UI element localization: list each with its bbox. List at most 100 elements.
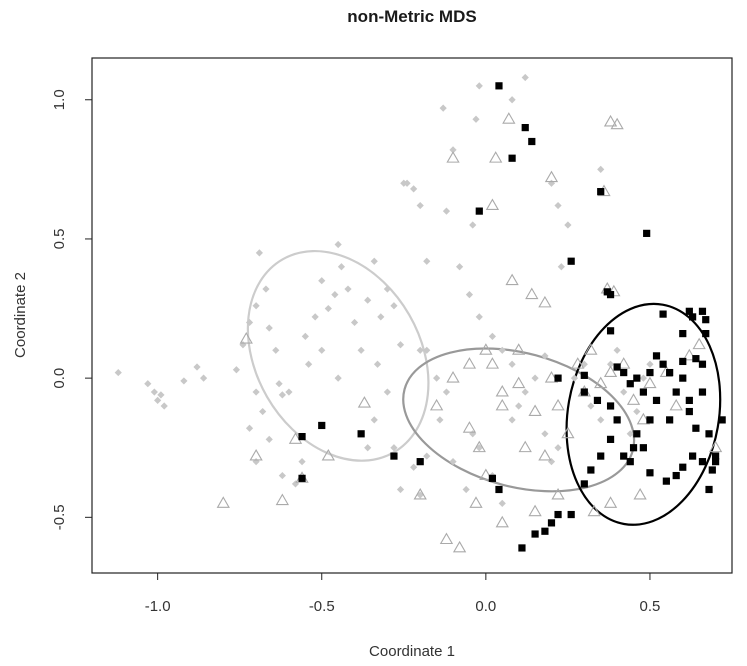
point-diamond (442, 207, 451, 215)
point-diamond (265, 435, 273, 443)
point-square (597, 452, 605, 460)
point-square (698, 307, 707, 315)
point-square (692, 424, 700, 432)
point-diamond (465, 291, 474, 299)
point-diamond (403, 179, 411, 187)
point-square (606, 402, 615, 410)
y-tick-label: 1.0 (51, 89, 68, 110)
point-square (692, 355, 700, 363)
point-square (606, 291, 615, 299)
point-diamond (498, 499, 506, 508)
point-diamond (416, 346, 424, 354)
point-diamond (245, 424, 254, 432)
point-triangle (485, 198, 500, 210)
point-square (711, 458, 720, 466)
point-diamond (318, 346, 326, 354)
point-diamond (580, 360, 588, 368)
point-triangle (603, 496, 618, 508)
point-diamond (364, 296, 372, 304)
point-square (508, 154, 516, 162)
point-triangle (603, 114, 618, 127)
point-square (488, 474, 497, 482)
point-diamond (144, 380, 152, 388)
point-triangle (610, 117, 624, 130)
point-diamond (626, 430, 634, 438)
point-square (633, 430, 641, 438)
point-square (613, 363, 621, 371)
point-diamond (410, 185, 418, 193)
point-diamond (396, 485, 405, 494)
point-square (666, 368, 674, 377)
point-triangle (239, 332, 253, 344)
point-triangle (505, 273, 519, 286)
point-triangle (551, 487, 565, 500)
point-diamond (114, 368, 122, 377)
point-triangle (216, 496, 230, 508)
point-diamond (475, 82, 483, 90)
point-diamond (597, 416, 605, 424)
point-square (639, 444, 647, 452)
point-square (298, 432, 306, 441)
y-axis: -0.5 0.0 0.5 1.0 (51, 89, 93, 530)
point-diamond (318, 277, 326, 285)
point-diamond (150, 388, 158, 396)
point-square (626, 380, 634, 388)
point-diamond (554, 201, 562, 210)
point-square (718, 416, 726, 424)
y-tick-label: 0.5 (51, 229, 68, 250)
point-triangle (626, 393, 641, 405)
point-diamond (331, 291, 339, 299)
point-diamond (390, 444, 398, 452)
point-diamond (521, 388, 529, 396)
point-square (679, 463, 687, 471)
point-diamond (262, 285, 270, 293)
point-triangle (288, 432, 303, 444)
point-diamond (475, 313, 483, 321)
point-square (357, 430, 365, 438)
point-diamond (357, 346, 365, 354)
point-square (659, 310, 667, 318)
point-triangle (321, 448, 335, 461)
point-square (416, 458, 424, 466)
point-diamond (383, 285, 391, 293)
point-diamond (455, 263, 464, 271)
point-triangle (479, 468, 493, 481)
point-triangle (584, 343, 598, 355)
point-diamond (449, 146, 457, 154)
point-square (672, 388, 680, 396)
point-diamond (469, 221, 477, 229)
point-triangle (594, 376, 608, 389)
point-triangle (446, 151, 460, 163)
point-diamond (557, 263, 565, 271)
point-diamond (285, 388, 293, 396)
point-triangle (525, 287, 539, 300)
point-square (620, 452, 628, 460)
point-triangle (469, 496, 483, 508)
point-diamond (259, 407, 267, 416)
point-triangle (571, 357, 585, 369)
point-square (646, 469, 654, 477)
point-triangle (643, 376, 657, 389)
point-diamond (180, 377, 188, 385)
point-triangle (462, 357, 477, 369)
point-square (593, 396, 602, 405)
point-triangle (551, 398, 565, 411)
point-square (689, 452, 697, 460)
point-square (580, 480, 588, 488)
point-diamond (157, 391, 165, 399)
point-diamond (587, 402, 595, 410)
point-triangle (495, 515, 509, 528)
point-diamond (160, 402, 168, 410)
point-diamond (531, 374, 539, 382)
confidence-ellipse (565, 302, 722, 526)
point-square (659, 360, 667, 368)
point-diamond (373, 360, 382, 368)
point-diamond (383, 388, 391, 396)
point-triangle (636, 412, 651, 425)
point-square (639, 388, 647, 396)
point-square (626, 458, 634, 466)
point-diamond (646, 360, 654, 368)
point-diamond (350, 318, 359, 327)
point-diamond (423, 257, 431, 265)
x-axis-title: Coordinate 1 (369, 643, 455, 660)
